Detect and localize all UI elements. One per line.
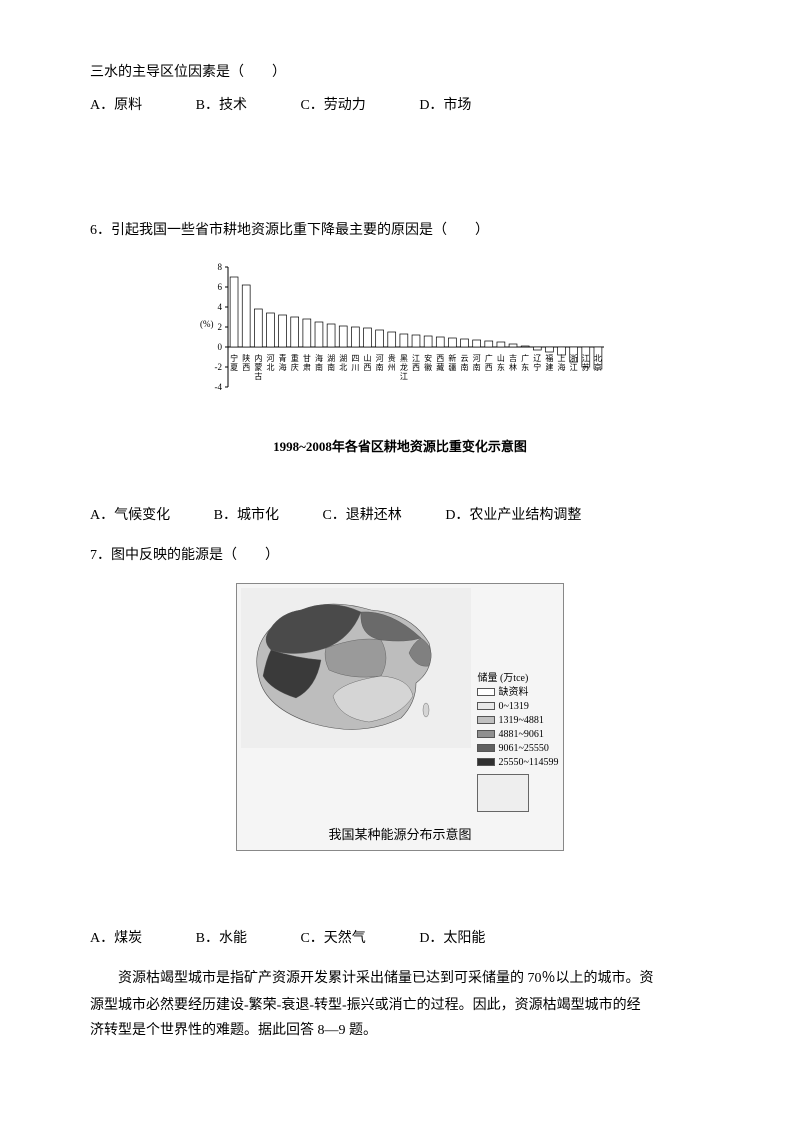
svg-text:湖南: 湖南 [327,354,335,372]
svg-text:海南: 海南 [315,353,323,372]
svg-text:山西: 山西 [363,353,371,372]
svg-text:湖北: 湖北 [339,354,347,372]
q6-bar-chart: -4-202468(%) 宁夏陕西内蒙古河北青海重庆甘肃海南湖南湖北四川山西河南… [190,259,610,429]
q7-legend-row: 9061~25550 [477,742,558,756]
q7-map-caption: 我国某种能源分布示意图 [241,823,558,846]
svg-text:重庆: 重庆 [291,353,299,372]
svg-text:吉林: 吉林 [509,354,517,372]
svg-text:上海: 上海 [558,354,566,372]
q7-option-a: A．煤炭 [90,926,142,951]
svg-text:青海: 青海 [279,353,287,372]
q5-options: A．原料 B．技术 C．劳动力 D．市场 [90,93,710,118]
svg-text:新疆: 新疆 [448,353,456,372]
legend-label: 1319~4881 [498,715,543,726]
q7-legend: 储量 (万tce) 缺资料 0~1319 1319~4881 4881~9061 906… [477,672,558,819]
q5-option-c: C．劳动力 [300,93,365,118]
svg-text:河南: 河南 [376,353,384,372]
svg-text:福建: 福建 [545,354,553,372]
svg-text:辽宁: 辽宁 [533,354,541,372]
svg-text:(%): (%) [200,319,214,329]
legend-label: 9061~25550 [498,743,548,754]
q7-legend-row: 缺资料 [477,686,558,700]
q7-option-d: D．太阳能 [419,926,485,951]
svg-text:0: 0 [218,342,223,352]
q5-stem: 三水的主导区位因素是（ ） [90,60,710,85]
legend-label: 0~1319 [498,701,528,712]
q7-map-container: 储量 (万tce) 缺资料 0~1319 1319~4881 4881~9061 906… [90,583,710,851]
svg-text:江西: 江西 [412,354,420,372]
svg-text:-2: -2 [215,362,223,372]
svg-text:黑龙江: 黑龙江 [400,354,408,381]
q5-option-b: B．技术 [196,93,247,118]
svg-text:河南: 河南 [473,353,481,372]
legend-swatch [477,744,495,752]
q7-option-c: C．天然气 [300,926,365,951]
q6-chart: -4-202468(%) 宁夏陕西内蒙古河北青海重庆甘肃海南湖南湖北四川山西河南… [90,259,710,458]
q6-option-a: A．气候变化 [90,503,170,528]
legend-swatch [477,730,495,738]
svg-text:浙江: 浙江 [570,353,578,372]
svg-text:宁夏: 宁夏 [230,353,238,372]
svg-text:山东: 山东 [497,353,505,372]
legend-label: 25550~114599 [498,757,558,768]
svg-text:陕西: 陕西 [242,353,250,372]
legend-swatch [477,758,495,766]
q6-option-c: C．退耕还林 [322,503,401,528]
legend-swatch [477,702,495,710]
q6-stem: 6．引起我国一些省市耕地资源比重下降最主要的原因是（ ） [90,218,710,243]
svg-text:江苏: 江苏 [582,354,590,372]
q7-legend-title: 储量 (万tce) [477,672,558,686]
svg-text:甘肃: 甘肃 [303,353,311,372]
svg-text:西藏: 西藏 [436,354,444,372]
q7-stem: 7．图中反映的能源是（ ） [90,543,710,568]
q6-option-b: B．城市化 [214,503,279,528]
passage-line2: 源型城市必然要经历建设-繁荣-衰退-转型-振兴或消亡的过程。因此，资源枯竭型城市… [90,993,710,1018]
legend-label: 4881~9061 [498,729,543,740]
q6-chart-caption: 1998~2008年各省区耕地资源比重变化示意图 [90,435,710,458]
q7-option-b: B．水能 [196,926,247,951]
legend-swatch [477,688,495,696]
svg-text:6: 6 [218,282,223,292]
legend-swatch [477,716,495,724]
svg-text:云南: 云南 [461,354,469,372]
svg-text:广东: 广东 [521,353,529,372]
q5-option-a: A．原料 [90,93,142,118]
q7-options: A．煤炭 B．水能 C．天然气 D．太阳能 [90,926,710,951]
q6-option-d: D．农业产业结构调整 [445,503,581,528]
svg-text:安徽: 安徽 [424,353,432,372]
q6-options: A．气候变化 B．城市化 C．退耕还林 D．农业产业结构调整 [90,503,710,528]
svg-text:内蒙古: 内蒙古 [254,353,262,381]
q7-legend-row: 0~1319 [477,700,558,714]
q5-option-d: D．市场 [419,93,471,118]
q7-map-inset [477,774,529,812]
svg-text:-4: -4 [215,382,223,392]
svg-text:四川: 四川 [351,354,359,372]
svg-text:2: 2 [218,322,223,332]
svg-text:广西: 广西 [485,353,493,372]
svg-text:北京: 北京 [594,354,602,372]
q7-map [241,588,471,748]
svg-text:8: 8 [218,262,223,272]
svg-text:4: 4 [218,302,223,312]
svg-text:河北: 河北 [266,353,274,372]
q7-legend-row: 4881~9061 [477,728,558,742]
q7-legend-row: 1319~4881 [477,714,558,728]
legend-label: 缺资料 [498,687,528,698]
passage-line3: 济转型是个世界性的难题。据此回答 8—9 题。 [90,1018,710,1043]
q7-legend-row: 25550~114599 [477,756,558,770]
passage-line1: 资源枯竭型城市是指矿产资源开发累计采出储量已达到可采储量的 70％以上的城市。资 [90,966,710,993]
svg-text:贵州: 贵州 [388,353,396,372]
